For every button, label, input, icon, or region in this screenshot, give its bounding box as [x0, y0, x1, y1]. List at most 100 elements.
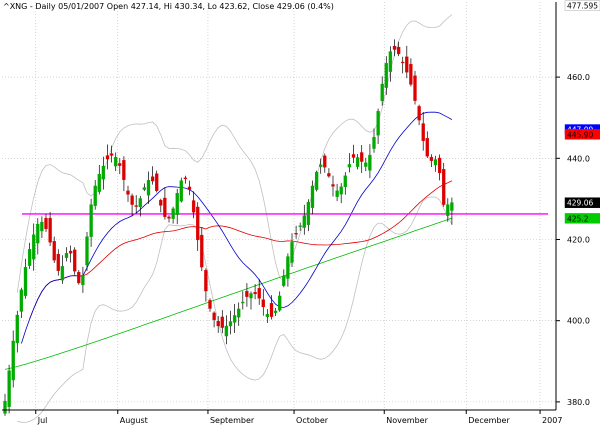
candle: [245, 283, 249, 307]
candle: [77, 270, 81, 285]
candle: [323, 153, 327, 173]
candle-body: [413, 75, 417, 101]
candle-body: [32, 234, 36, 260]
candle-body: [60, 266, 65, 281]
candle-body: [392, 45, 397, 50]
candle-body: [224, 325, 229, 337]
candle: [93, 180, 97, 210]
candle-body: [388, 51, 393, 72]
candle-body: [167, 216, 171, 219]
y-tick-label: 460.0: [567, 73, 590, 82]
candle-body: [175, 193, 179, 215]
candle-body: [118, 163, 122, 166]
candle-body: [351, 154, 356, 158]
candle: [327, 168, 331, 178]
candle-body: [245, 290, 249, 297]
x-tick-label: Jul: [37, 416, 48, 425]
candle: [429, 154, 434, 168]
candle-body: [109, 153, 114, 156]
price-label-box: [564, 197, 600, 208]
candle: [73, 247, 77, 275]
candle-body: [347, 164, 352, 168]
candle-body: [376, 111, 380, 136]
candle-body: [212, 312, 216, 321]
candle-body: [134, 205, 138, 207]
candle-body: [298, 225, 302, 227]
candle: [388, 46, 393, 82]
candle-body: [290, 242, 294, 263]
candle: [138, 195, 142, 217]
candle-body: [249, 293, 253, 299]
candle-body: [335, 190, 339, 197]
candle: [11, 330, 15, 388]
candle: [163, 187, 167, 220]
candle-body: [171, 208, 175, 219]
candle-body: [442, 169, 446, 205]
candle: [413, 70, 417, 105]
x-tick-label: September: [210, 416, 255, 425]
candle-body: [11, 340, 15, 381]
candle: [187, 180, 192, 196]
candle: [64, 247, 69, 262]
candle-body: [183, 177, 188, 180]
candle-body: [159, 199, 163, 206]
candle: [331, 175, 335, 197]
grid: [2, 2, 556, 410]
candle-body: [265, 314, 270, 318]
candle: [433, 155, 438, 172]
candle-body: [429, 156, 434, 161]
candle: [446, 198, 450, 222]
ma50-line: [29, 180, 453, 320]
candle-body: [73, 249, 77, 272]
candle: [27, 242, 32, 269]
candle-body: [253, 292, 257, 295]
candle-body: [364, 162, 368, 167]
candle: [224, 315, 229, 345]
candle: [183, 175, 188, 184]
candle: [97, 165, 101, 195]
candle: [249, 291, 253, 310]
candle-body: [273, 310, 278, 313]
candle-body: [421, 123, 425, 141]
candle-body: [85, 236, 89, 266]
candle: [81, 266, 85, 293]
candle-body: [130, 195, 134, 205]
candle: [261, 289, 265, 316]
candle: [3, 393, 7, 416]
candle: [52, 236, 56, 264]
candle: [405, 45, 409, 79]
candle: [347, 153, 352, 173]
candle: [155, 170, 159, 193]
candle-body: [196, 206, 200, 241]
candle: [146, 171, 151, 204]
candle-body: [208, 300, 212, 309]
candle-body: [48, 217, 52, 243]
candle: [167, 215, 171, 223]
candle-body: [355, 157, 360, 167]
candle: [384, 56, 388, 95]
candle: [134, 195, 138, 214]
candle: [339, 183, 343, 204]
candle-body: [396, 46, 401, 55]
candle: [253, 284, 257, 300]
candle-body: [44, 218, 48, 230]
x-tick-label: October: [296, 416, 329, 425]
candle: [142, 183, 147, 192]
candle: [314, 170, 319, 192]
candle: [130, 193, 134, 217]
candle: [425, 131, 429, 159]
candle: [355, 154, 360, 170]
candle: [85, 232, 89, 271]
candle: [294, 225, 298, 239]
price-label-text: 477.595: [567, 2, 598, 11]
candle-body: [237, 308, 241, 318]
candle-body: [97, 173, 101, 192]
candle: [257, 278, 261, 305]
candle: [290, 233, 294, 267]
candle: [196, 202, 200, 251]
price-label-box: [564, 129, 600, 140]
axes: 380.0 400.0 420.0 440.0 460.0 Jul August Septem…: [2, 2, 590, 425]
candle-body: [179, 180, 183, 202]
candle-body: [220, 316, 224, 328]
candlesticks: [3, 39, 454, 416]
